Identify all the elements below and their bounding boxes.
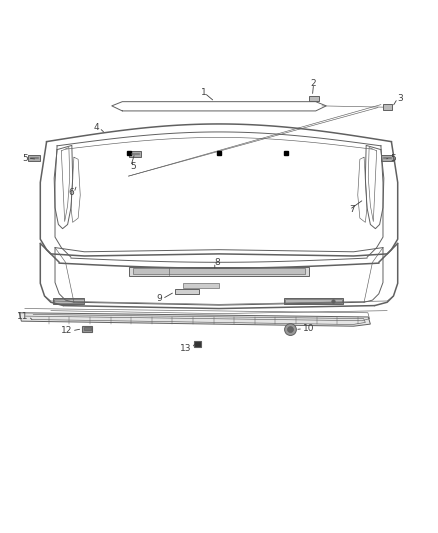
Bar (84, 327, 91, 330)
Bar (54, 299, 84, 303)
Bar (129, 151, 141, 157)
Bar (28, 155, 40, 161)
Bar (194, 341, 201, 347)
Text: 7: 7 (350, 205, 355, 214)
Bar (183, 284, 219, 287)
Text: 8: 8 (215, 258, 221, 267)
Bar (53, 298, 85, 303)
Text: 5: 5 (22, 154, 28, 163)
Bar (309, 96, 319, 101)
Text: 3: 3 (398, 94, 403, 103)
Bar (383, 104, 392, 110)
Bar (286, 299, 342, 303)
Bar (133, 268, 305, 274)
Bar (284, 298, 343, 303)
Circle shape (287, 327, 293, 333)
Text: 4: 4 (94, 123, 99, 132)
Polygon shape (19, 313, 371, 326)
Text: 12: 12 (60, 326, 72, 335)
Bar (129, 266, 309, 276)
Text: 10: 10 (303, 324, 314, 333)
Bar (82, 326, 92, 332)
Bar (175, 289, 199, 294)
Circle shape (285, 324, 297, 335)
Text: 13: 13 (180, 344, 192, 352)
Text: 6: 6 (68, 189, 74, 197)
Text: 5: 5 (131, 162, 137, 171)
Text: 1: 1 (201, 88, 207, 98)
Text: 9: 9 (156, 294, 162, 303)
Text: 2: 2 (311, 79, 316, 88)
Text: 5: 5 (391, 154, 396, 163)
Bar (381, 155, 393, 161)
Text: 11: 11 (17, 312, 28, 321)
